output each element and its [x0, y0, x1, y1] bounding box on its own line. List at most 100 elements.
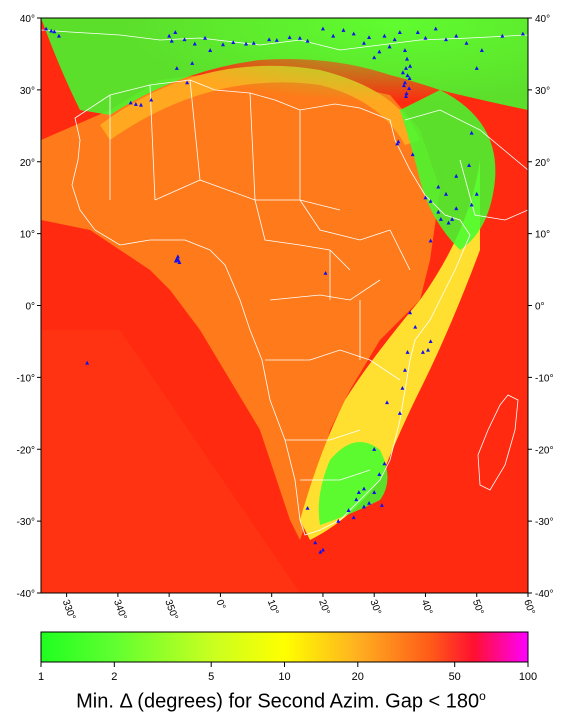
longitude-ticks: 330° 340° 350° 0° 10° 20° 30° 40° 50° 60° — [60, 593, 537, 621]
coastline-africa — [71, 79, 471, 536]
station-marker — [175, 254, 180, 259]
station-marker — [167, 33, 172, 38]
lon-tick-label: 40° — [419, 598, 435, 616]
coastline-europe — [41, 29, 528, 51]
colorbar-tick-label: 5 — [208, 671, 214, 683]
station-marker — [244, 41, 249, 46]
station-marker — [397, 30, 402, 34]
colorbar-tick-label: 20 — [352, 671, 364, 683]
lat-tick-label-right: -10° — [535, 373, 553, 384]
station-marker — [382, 461, 387, 466]
station-marker — [169, 38, 174, 43]
station-marker — [231, 40, 236, 45]
station-marker — [408, 63, 413, 68]
heatmap-north-glow — [41, 18, 528, 158]
station-marker — [351, 31, 356, 36]
lat-tick-label-left: 10° — [20, 230, 35, 241]
station-marker — [267, 37, 272, 42]
station-marker — [464, 40, 469, 45]
station-marker — [420, 350, 425, 354]
station-marker — [44, 26, 49, 31]
station-marker — [320, 26, 325, 31]
station-marker — [133, 102, 138, 106]
station-marker — [387, 44, 392, 49]
station-marker — [320, 547, 325, 552]
station-marker — [407, 86, 412, 91]
lon-tick-label: 20° — [316, 598, 332, 616]
station-marker — [182, 37, 187, 42]
station-marker — [443, 37, 448, 42]
station-marker — [401, 83, 406, 88]
station-marker — [274, 38, 279, 42]
seismic-stations — [44, 26, 525, 554]
station-marker — [305, 38, 310, 43]
station-marker — [402, 367, 407, 372]
station-marker — [149, 97, 154, 102]
lat-tick-label-left: -30° — [17, 517, 35, 528]
station-marker — [382, 33, 387, 38]
station-marker — [323, 270, 328, 275]
station-marker — [379, 503, 384, 507]
station-marker — [318, 549, 323, 554]
heatmap-layer — [41, 18, 528, 593]
station-marker — [331, 33, 336, 38]
station-marker — [128, 100, 133, 105]
station-marker — [85, 360, 90, 365]
station-marker — [400, 70, 405, 75]
colorbar-caption: Min. Δ (degrees) for Second Azim. Gap < … — [0, 689, 562, 714]
lat-tick-label-right: 0° — [535, 302, 545, 313]
station-marker — [408, 310, 413, 315]
lat-tick-label-left: -20° — [17, 445, 35, 456]
station-marker — [402, 80, 407, 85]
station-marker — [407, 76, 412, 80]
station-marker — [405, 350, 410, 354]
lat-tick-label-left: 0° — [25, 302, 35, 313]
lat-tick-label-left: -10° — [17, 373, 35, 384]
lat-tick-label-left: 20° — [20, 158, 35, 169]
heatmap-continent-region — [41, 70, 440, 540]
colorbar-ticks: 1 2 5 10 20 50 100 — [38, 662, 537, 683]
station-marker — [469, 130, 474, 135]
station-marker — [190, 61, 195, 65]
lat-tick-label-right: -30° — [535, 517, 553, 528]
colorbar-gradient — [40, 631, 529, 663]
station-marker — [372, 55, 377, 60]
coastline-madagascar — [477, 394, 519, 491]
station-marker — [410, 152, 415, 157]
station-marker — [428, 238, 433, 243]
station-marker — [436, 209, 441, 214]
station-marker — [395, 141, 400, 146]
station-marker — [361, 504, 366, 509]
station-marker — [208, 48, 213, 52]
station-marker — [428, 339, 433, 344]
lon-tick-label: 350° — [162, 598, 179, 621]
station-marker — [341, 28, 346, 32]
station-marker — [392, 37, 397, 42]
lon-tick-label: 340° — [111, 598, 128, 621]
station-marker — [454, 206, 459, 211]
station-marker — [397, 411, 402, 415]
station-marker — [220, 42, 225, 47]
station-marker — [454, 33, 459, 38]
station-marker — [450, 217, 455, 221]
station-marker — [52, 29, 57, 34]
station-marker — [443, 191, 448, 196]
colorbar: 1 2 5 10 20 50 100 — [38, 631, 537, 683]
colorbar-tick-label: 10 — [278, 671, 290, 683]
station-marker — [479, 48, 484, 52]
station-marker — [423, 35, 428, 40]
station-marker — [351, 515, 356, 520]
station-marker — [287, 35, 292, 40]
station-marker — [356, 490, 361, 494]
map-frame: 330° 340° 350° 0° 10° 20° 30° 40° 50° 60° 40° 30° 2… — [17, 14, 554, 621]
colorbar-tick-label: 1 — [38, 671, 44, 683]
station-marker — [405, 73, 410, 78]
station-marker — [49, 28, 54, 33]
station-marker — [361, 40, 366, 45]
station-marker — [428, 199, 433, 203]
station-marker — [433, 26, 438, 31]
station-marker — [403, 94, 408, 98]
station-marker — [372, 490, 377, 494]
station-marker — [403, 66, 408, 70]
